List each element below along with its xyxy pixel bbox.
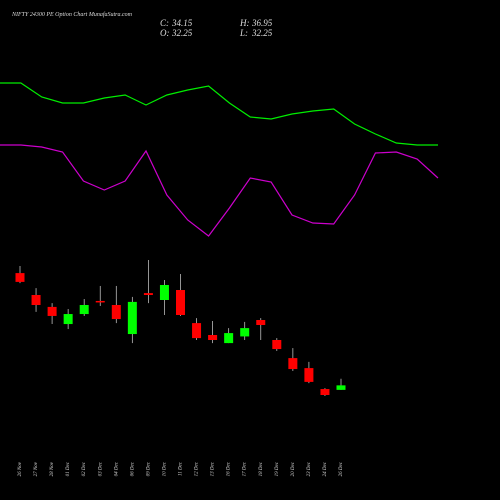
x-tick-label: 26 Nov [18,461,23,476]
candle-body [79,305,89,315]
x-tick-label: 13 Dec [211,461,216,476]
close-label: C: [160,18,169,28]
open-label: O: [160,28,170,38]
candle-body [31,295,41,305]
x-tick-label: 26 Dec [339,461,344,476]
candle-body [176,290,185,315]
candle-body [288,358,298,370]
candle-body [320,389,330,395]
x-tick-label: 24 Dec [323,461,328,476]
candle-body [240,328,250,337]
candle-body [336,385,346,390]
open-value: 32.25 [171,28,193,38]
x-tick-label: 16 Dec [227,461,232,476]
high-value: 36.95 [251,18,273,28]
x-tick-label: 03 Dec [98,461,103,476]
candle-body [143,293,153,295]
x-tick-label: 02 Dec [82,461,87,476]
candle-body [95,300,105,303]
candle-body [224,333,234,344]
x-tick-label: 09 Dec [146,461,151,476]
x-tick-label: 17 Dec [243,461,248,476]
low-value: 32.25 [251,28,273,38]
close-value: 34.15 [171,18,193,28]
candle-body [15,273,25,282]
candle-body [47,306,57,316]
indicator-line [0,82,438,146]
candle-body [127,301,137,335]
low-label: L: [239,28,248,38]
x-tick-label: 19 Dec [275,461,280,476]
chart-title: NIFTY 24300 PE Option Chart MunafaSutra.… [11,11,133,18]
candle-body [63,314,73,325]
x-tick-label: 27 Nov [34,461,39,476]
x-tick-label: 10 Dec [162,461,167,476]
x-tick-label: 04 Dec [114,461,119,476]
x-tick-label: 28 Nov [50,461,55,476]
high-label: H: [239,18,250,28]
candle-body [304,368,314,382]
x-tick-label: 06 Dec [130,461,135,476]
candle-body [159,285,169,300]
candle-body [256,320,266,325]
candle-body [208,335,218,340]
candle-body [272,340,282,350]
x-tick-label: 23 Dec [307,461,312,476]
candle-body [111,305,121,320]
x-tick-label: 18 Dec [259,461,264,476]
x-tick-label: 01 Dec [66,461,71,476]
x-tick-label: 11 Dec [179,461,184,476]
x-tick-label: 12 Dec [195,461,200,476]
indicator-line [0,144,439,237]
x-tick-label: 20 Dec [291,461,296,476]
candle-body [192,323,202,339]
